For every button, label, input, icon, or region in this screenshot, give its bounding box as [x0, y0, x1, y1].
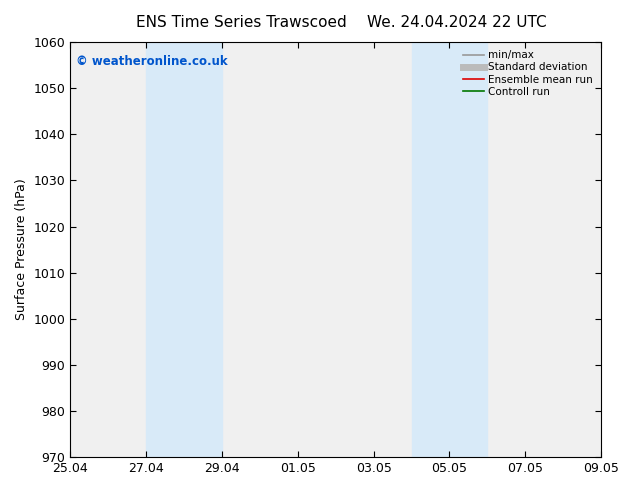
Text: ENS Time Series Trawscoed: ENS Time Series Trawscoed — [136, 15, 346, 30]
Text: We. 24.04.2024 22 UTC: We. 24.04.2024 22 UTC — [366, 15, 547, 30]
Y-axis label: Surface Pressure (hPa): Surface Pressure (hPa) — [15, 179, 28, 320]
Bar — [411, 42, 488, 457]
Legend: min/max, Standard deviation, Ensemble mean run, Controll run: min/max, Standard deviation, Ensemble me… — [460, 47, 596, 100]
Bar — [146, 42, 222, 457]
Text: © weatheronline.co.uk: © weatheronline.co.uk — [75, 54, 227, 68]
